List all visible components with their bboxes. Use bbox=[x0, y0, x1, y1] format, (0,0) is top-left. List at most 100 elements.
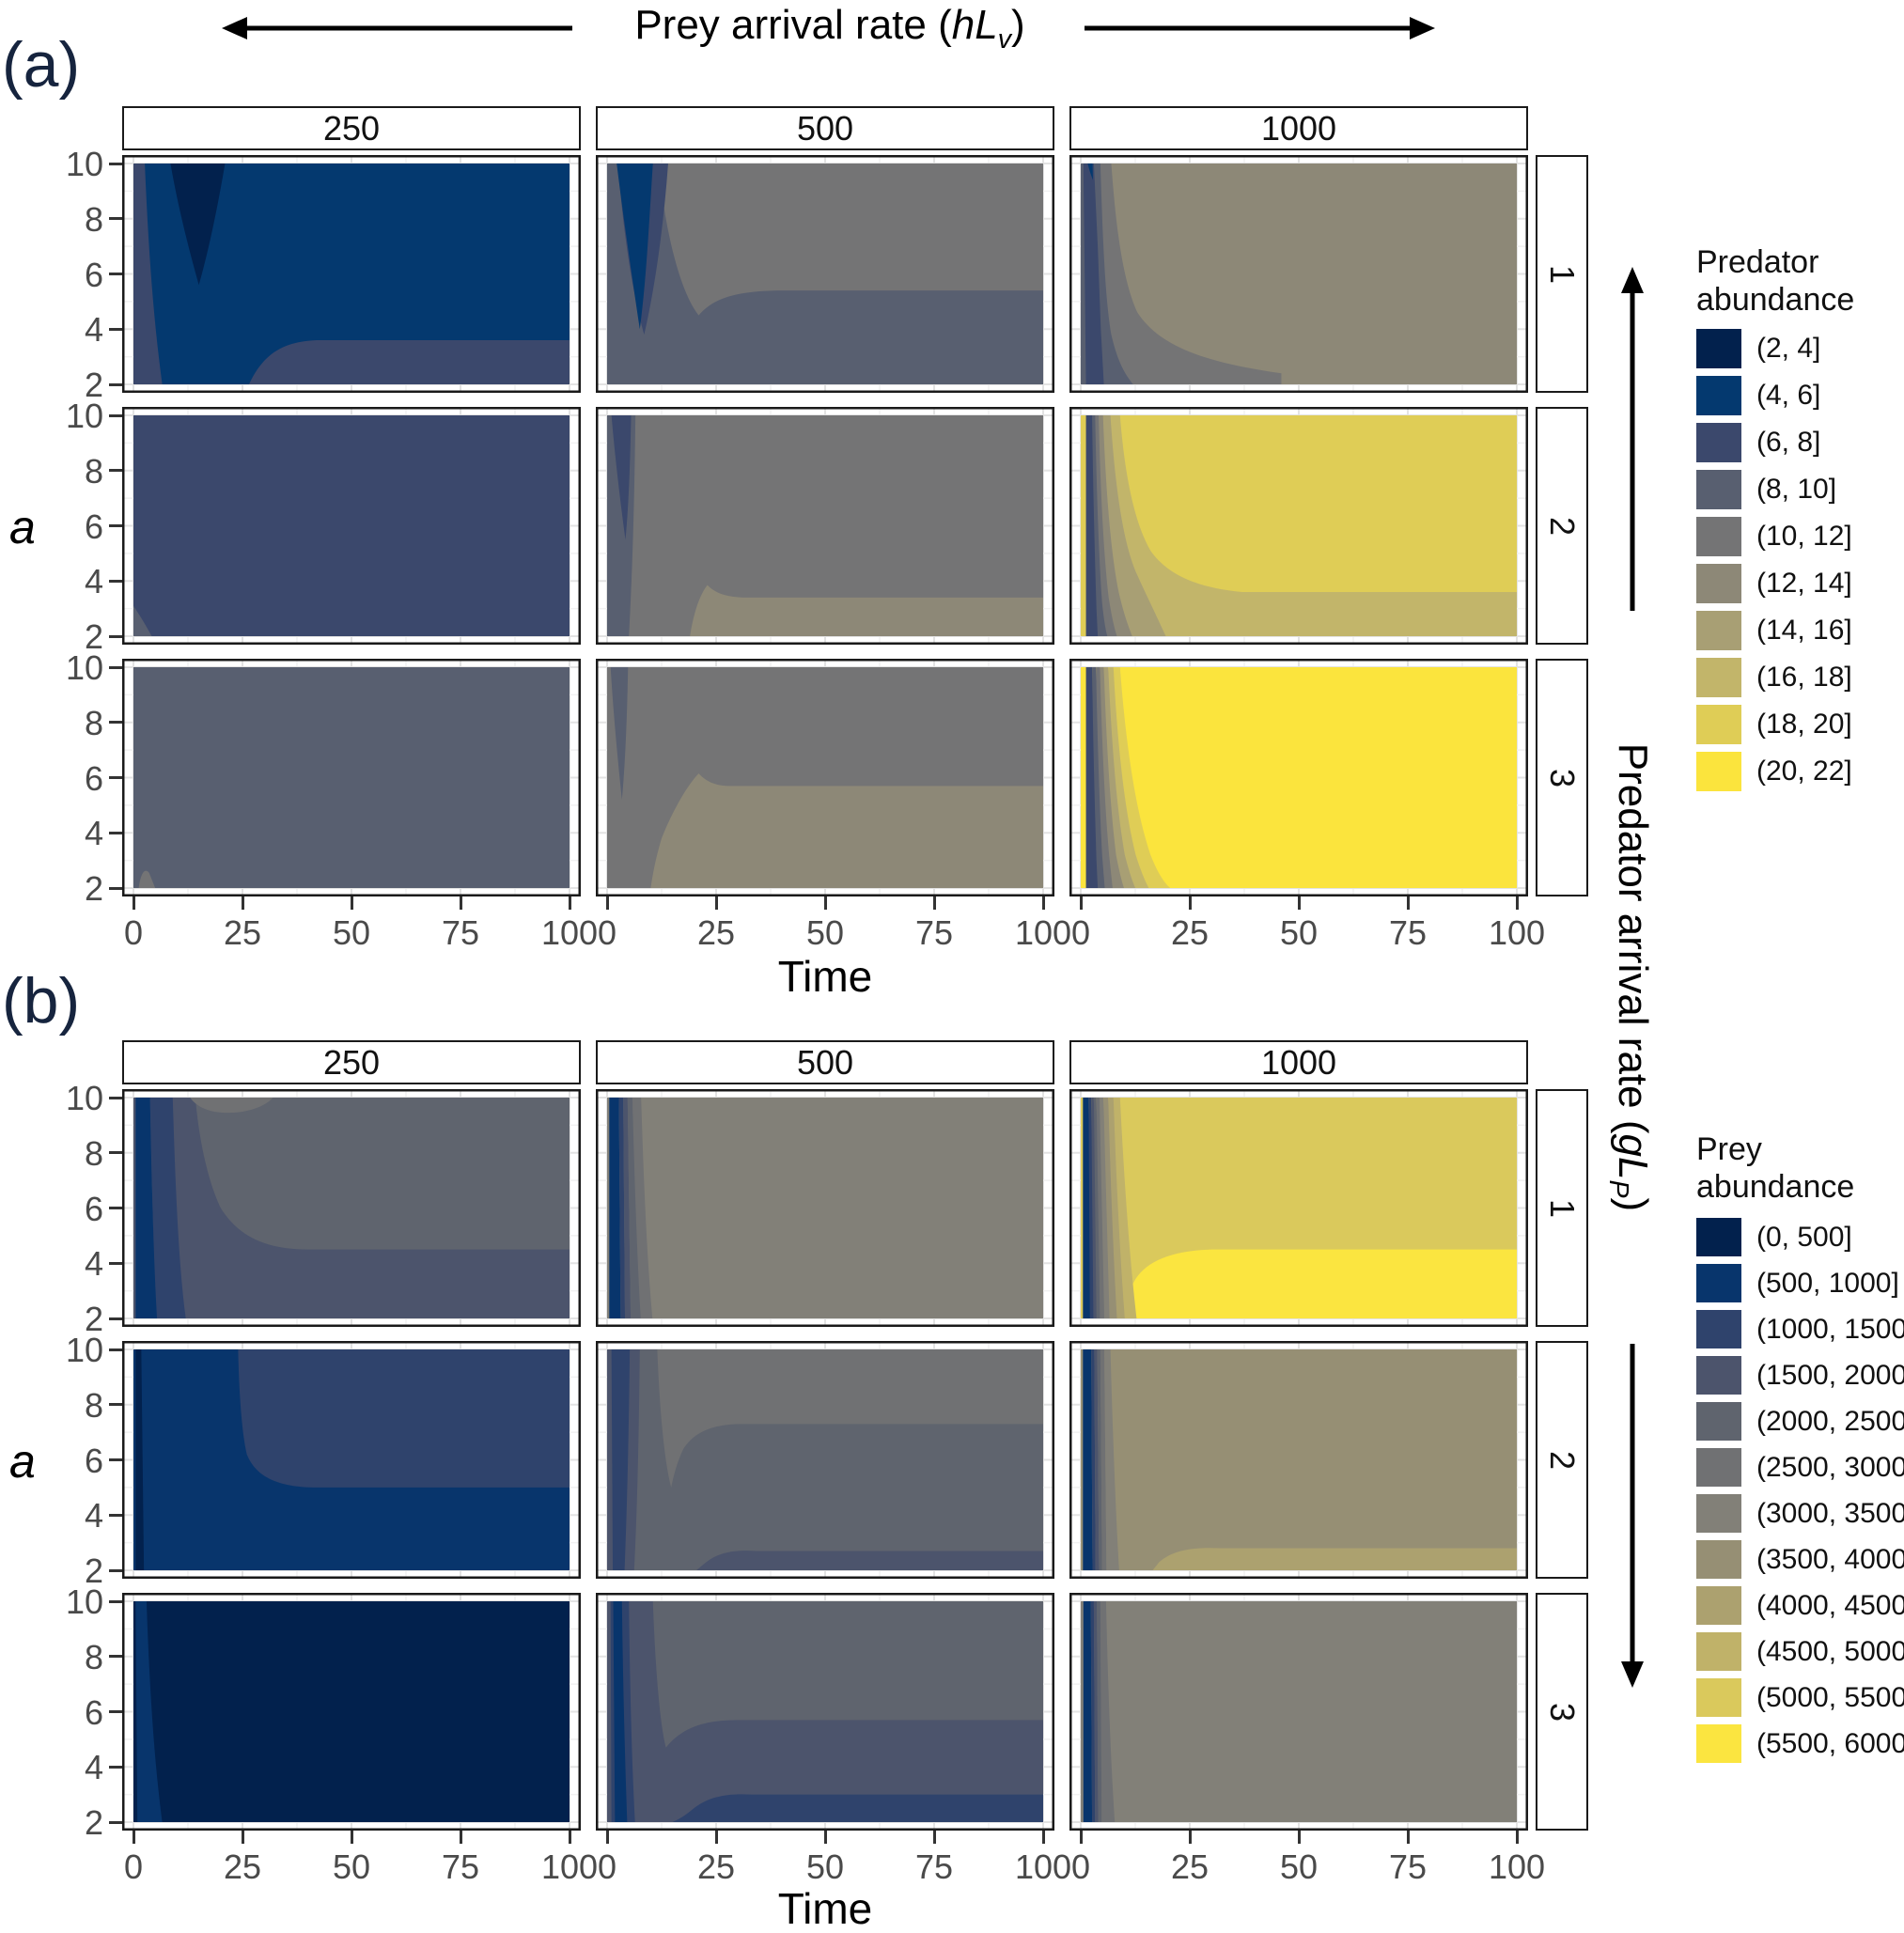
legend-title-b: abundance bbox=[1696, 1169, 1855, 1205]
contour-region-(1500, 2000] bbox=[623, 1098, 632, 1318]
legend-label: (10, 12] bbox=[1756, 521, 1852, 552]
facet-col-strip-a-500: 500 bbox=[596, 106, 1054, 150]
y-tick-label: 6 bbox=[84, 507, 103, 546]
legend-swatch-(3500, 4000] bbox=[1696, 1540, 1741, 1579]
label-segment: ) bbox=[1610, 1197, 1656, 1212]
legend-swatch-(500, 1000] bbox=[1696, 1264, 1741, 1302]
y-tick-mark bbox=[109, 469, 122, 473]
y-tick-label: 2 bbox=[84, 366, 103, 404]
y-tick-mark bbox=[109, 831, 122, 834]
y-tick-label: 6 bbox=[84, 255, 103, 294]
y-tick-label: 4 bbox=[84, 310, 103, 350]
legend-title-a: Predator bbox=[1696, 244, 1819, 280]
x-tick-label: 25 bbox=[1170, 1847, 1210, 1886]
x-tick-mark bbox=[1188, 1831, 1192, 1844]
y-tick-mark bbox=[109, 721, 122, 725]
facet-row-strip-b-1: 1 bbox=[1536, 1089, 1588, 1327]
predator-rate-up-arrow bbox=[1621, 267, 1644, 611]
legend-swatch-(2, 4] bbox=[1696, 329, 1741, 368]
contour-fill-layer bbox=[1081, 667, 1517, 888]
contour-region-(1000, 1500] bbox=[618, 1098, 626, 1318]
legend-swatch-(12, 14] bbox=[1696, 564, 1741, 603]
y-tick-label: 4 bbox=[84, 562, 103, 601]
legend-label: (4000, 4500] bbox=[1756, 1589, 1904, 1621]
y-tick-label: 8 bbox=[84, 703, 103, 742]
contour-region-(2, 4] bbox=[170, 164, 226, 286]
contour-region-(4, 6] bbox=[1087, 164, 1093, 180]
y-tick-label: 4 bbox=[84, 1244, 103, 1284]
prey-rate-right-arrow bbox=[1085, 17, 1435, 39]
contour-region-(500, 1000] bbox=[1083, 1349, 1093, 1570]
x-tick-label: 100 bbox=[540, 1847, 599, 1886]
facet-row-strip-label: 1 bbox=[1543, 264, 1582, 284]
facet-col-strip-label: 250 bbox=[322, 1042, 381, 1082]
label-segment: ) bbox=[1011, 2, 1025, 48]
x-tick-mark bbox=[1297, 1831, 1301, 1844]
facet-row-strip-b-3: 3 bbox=[1536, 1593, 1588, 1831]
x-tick-label: 75 bbox=[1388, 1847, 1428, 1886]
facet-row-strip-a-3: 3 bbox=[1536, 659, 1588, 896]
x-tick-mark bbox=[241, 896, 244, 910]
y-tick-label: 4 bbox=[84, 1748, 103, 1787]
contour-fill-layer bbox=[133, 164, 570, 384]
facet-col-strip-label: 500 bbox=[796, 1042, 854, 1082]
y-tick-label: 8 bbox=[84, 1637, 103, 1676]
legend-label: (1500, 2000] bbox=[1756, 1359, 1904, 1391]
x-tick-mark bbox=[605, 896, 609, 910]
contour-fill-layer bbox=[1081, 164, 1517, 384]
y-axis-title-a: a bbox=[9, 501, 36, 553]
legend-swatch-(18, 20] bbox=[1696, 705, 1741, 744]
label-segment: P bbox=[1603, 1179, 1634, 1198]
x-tick-mark bbox=[459, 1831, 462, 1844]
y-tick-label: 2 bbox=[84, 869, 103, 908]
facet-b-row1-col250 bbox=[122, 1089, 581, 1327]
x-tick-label: 50 bbox=[332, 913, 371, 952]
legend-swatch-(0, 500] bbox=[1696, 1218, 1741, 1256]
contour-region-(4, 6] bbox=[133, 164, 570, 384]
contour-fill-layer bbox=[607, 667, 1043, 888]
legend-label: (5000, 5500] bbox=[1756, 1681, 1904, 1713]
facet-a-row2-col500 bbox=[596, 407, 1054, 645]
legend-label: (6, 8] bbox=[1756, 427, 1821, 458]
x-tick-mark bbox=[132, 896, 135, 910]
contour-region-(10, 12] bbox=[646, 164, 1043, 316]
contour-region-(6, 8] bbox=[611, 415, 632, 540]
facet-a-row1-col500 bbox=[596, 155, 1054, 393]
contour-region-(6, 8] bbox=[248, 340, 570, 384]
x-tick-label: 25 bbox=[696, 913, 736, 952]
facet-b-row3-col1000 bbox=[1069, 1593, 1528, 1831]
contour-region-(4, 6] bbox=[616, 164, 653, 330]
facet-a-row2-col250 bbox=[122, 407, 581, 645]
y-tick-label: 6 bbox=[84, 1692, 103, 1732]
legend-swatch-(10, 12] bbox=[1696, 517, 1741, 556]
y-tick-mark bbox=[109, 886, 122, 890]
facet-a-row3-col1000 bbox=[1069, 659, 1528, 896]
y-tick-mark bbox=[109, 327, 122, 331]
facet-col-strip-b-500: 500 bbox=[596, 1040, 1054, 1084]
facet-b-row2-col500 bbox=[596, 1341, 1054, 1579]
label-segment: gL bbox=[1610, 1133, 1656, 1180]
contour-region-(1000, 1500] bbox=[611, 1349, 631, 1570]
y-tick-mark bbox=[109, 1599, 122, 1603]
contour-region-(3000, 3500] bbox=[1081, 1601, 1517, 1822]
legend-label: (2, 4] bbox=[1756, 333, 1821, 364]
facet-row-strip-label: 2 bbox=[1543, 1450, 1582, 1470]
contour-region-(500, 1000] bbox=[1083, 1098, 1090, 1318]
y-tick-mark bbox=[109, 1317, 122, 1320]
contour-fill-layer bbox=[133, 667, 570, 888]
label-segment: hL bbox=[951, 2, 998, 48]
legend-swatch-(4000, 4500] bbox=[1696, 1586, 1741, 1625]
contour-fill-layer bbox=[1081, 1349, 1517, 1570]
facet-row-strip-label: 2 bbox=[1543, 516, 1582, 536]
contour-region-(5500, 6000] bbox=[1124, 1249, 1517, 1318]
contour-region-(8, 10] bbox=[610, 667, 629, 800]
x-tick-mark bbox=[823, 1831, 827, 1844]
facet-row-strip-b-2: 2 bbox=[1536, 1341, 1588, 1579]
facet-a-row3-col250 bbox=[122, 659, 581, 896]
y-tick-label: 10 bbox=[65, 1079, 103, 1117]
facet-col-strip-a-1000: 1000 bbox=[1069, 106, 1528, 150]
y-tick-label: 4 bbox=[84, 814, 103, 853]
contour-region-(500, 1000] bbox=[135, 1601, 163, 1822]
contour-region-(20, 22] bbox=[1081, 667, 1517, 888]
predator-rate-down-arrow bbox=[1621, 1344, 1644, 1688]
